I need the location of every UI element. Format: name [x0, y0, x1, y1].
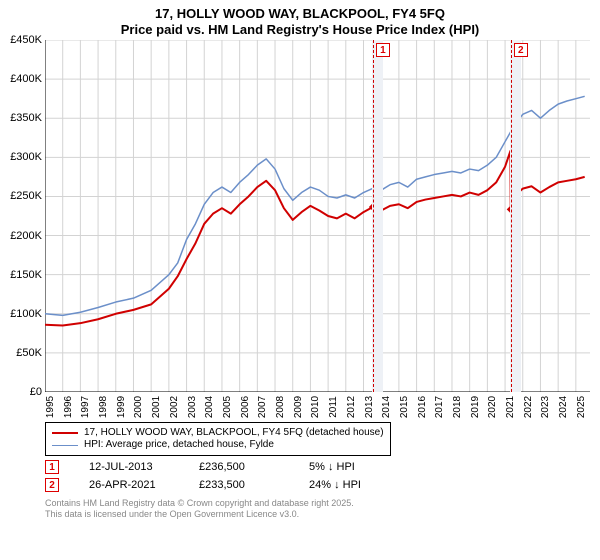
event-table: 1 12-JUL-2013 £236,500 5% ↓ HPI 2 26-APR-2021…	[45, 460, 590, 492]
y-tick-label: £200K	[0, 230, 42, 242]
x-tick-label: 2005	[222, 396, 233, 418]
legend-item: 17, HOLLY WOOD WAY, BLACKPOOL, FY4 5FQ (…	[52, 427, 384, 439]
y-tick-label: £350K	[0, 112, 42, 124]
x-tick-label: 2020	[487, 396, 498, 418]
event-date: 26-APR-2021	[89, 479, 169, 491]
footer-line-2: This data is licensed under the Open Gov…	[45, 509, 590, 520]
y-tick-label: £50K	[0, 347, 42, 359]
y-tick-label: £100K	[0, 308, 42, 320]
x-tick-label: 1997	[80, 396, 91, 418]
chart-container: £0 £50K £100K £150K £200K £250K £300K £350K £400…	[0, 40, 600, 420]
x-tick-label: 1998	[98, 396, 109, 418]
y-tick-label: £400K	[0, 73, 42, 85]
event-marker-line: 2	[511, 40, 512, 392]
event-marker-badge: 2	[514, 43, 528, 57]
y-tick-label: £150K	[0, 269, 42, 281]
x-tick-label: 2018	[452, 396, 463, 418]
x-tick-label: 2010	[310, 396, 321, 418]
event-delta: 5% ↓ HPI	[309, 461, 389, 473]
x-tick-label: 2013	[364, 396, 375, 418]
x-tick-label: 2019	[470, 396, 481, 418]
footer-line-1: Contains HM Land Registry data © Crown c…	[45, 498, 590, 509]
event-price: £233,500	[199, 479, 279, 491]
x-tick-label: 1995	[45, 396, 56, 418]
x-tick-label: 2015	[399, 396, 410, 418]
series-line	[45, 96, 585, 315]
title-line-1: 17, HOLLY WOOD WAY, BLACKPOOL, FY4 5FQ	[0, 6, 600, 22]
x-tick-label: 2007	[257, 396, 268, 418]
x-tick-label: 2021	[505, 396, 516, 418]
x-tick-label: 2012	[346, 396, 357, 418]
x-tick-label: 2011	[328, 396, 339, 418]
y-tick-label: £0	[0, 386, 42, 398]
event-delta: 24% ↓ HPI	[309, 479, 389, 491]
chart-title-block: 17, HOLLY WOOD WAY, BLACKPOOL, FY4 5FQ P…	[0, 0, 600, 39]
x-tick-label: 2023	[540, 396, 551, 418]
x-tick-label: 2003	[187, 396, 198, 418]
x-tick-label: 2024	[558, 396, 569, 418]
y-tick-label: £300K	[0, 151, 42, 163]
x-tick-label: 2002	[169, 396, 180, 418]
event-price: £236,500	[199, 461, 279, 473]
x-tick-label: 2017	[434, 396, 445, 418]
y-tick-label: £250K	[0, 190, 42, 202]
x-tick-label: 2025	[576, 396, 587, 418]
legend-swatch	[52, 432, 78, 434]
event-badge: 1	[45, 460, 59, 474]
event-marker-line: 1	[373, 40, 374, 392]
event-row: 2 26-APR-2021 £233,500 24% ↓ HPI	[45, 478, 590, 492]
event-row: 1 12-JUL-2013 £236,500 5% ↓ HPI	[45, 460, 590, 474]
legend-label: 17, HOLLY WOOD WAY, BLACKPOOL, FY4 5FQ (…	[84, 427, 384, 439]
x-tick-label: 2008	[275, 396, 286, 418]
chart-svg	[45, 40, 590, 392]
x-tick-label: 2022	[523, 396, 534, 418]
footer: Contains HM Land Registry data © Crown c…	[45, 498, 590, 520]
x-tick-label: 2004	[204, 396, 215, 418]
x-tick-label: 2009	[293, 396, 304, 418]
legend-and-notes: 17, HOLLY WOOD WAY, BLACKPOOL, FY4 5FQ (…	[45, 422, 590, 520]
title-line-2: Price paid vs. HM Land Registry's House …	[0, 22, 600, 38]
x-tick-label: 2001	[151, 396, 162, 418]
x-tick-label: 2006	[240, 396, 251, 418]
x-tick-label: 2000	[133, 396, 144, 418]
event-marker-badge: 1	[376, 43, 390, 57]
y-tick-label: £450K	[0, 34, 42, 46]
event-badge: 2	[45, 478, 59, 492]
event-date: 12-JUL-2013	[89, 461, 169, 473]
x-tick-label: 1999	[116, 396, 127, 418]
x-tick-label: 2014	[381, 396, 392, 418]
x-tick-label: 1996	[63, 396, 74, 418]
legend-label: HPI: Average price, detached house, Fyld…	[84, 439, 274, 451]
x-tick-label: 2016	[417, 396, 428, 418]
legend: 17, HOLLY WOOD WAY, BLACKPOOL, FY4 5FQ (…	[45, 422, 391, 456]
legend-item: HPI: Average price, detached house, Fyld…	[52, 439, 384, 451]
plot-area: 12	[45, 40, 590, 392]
legend-swatch	[52, 445, 78, 446]
